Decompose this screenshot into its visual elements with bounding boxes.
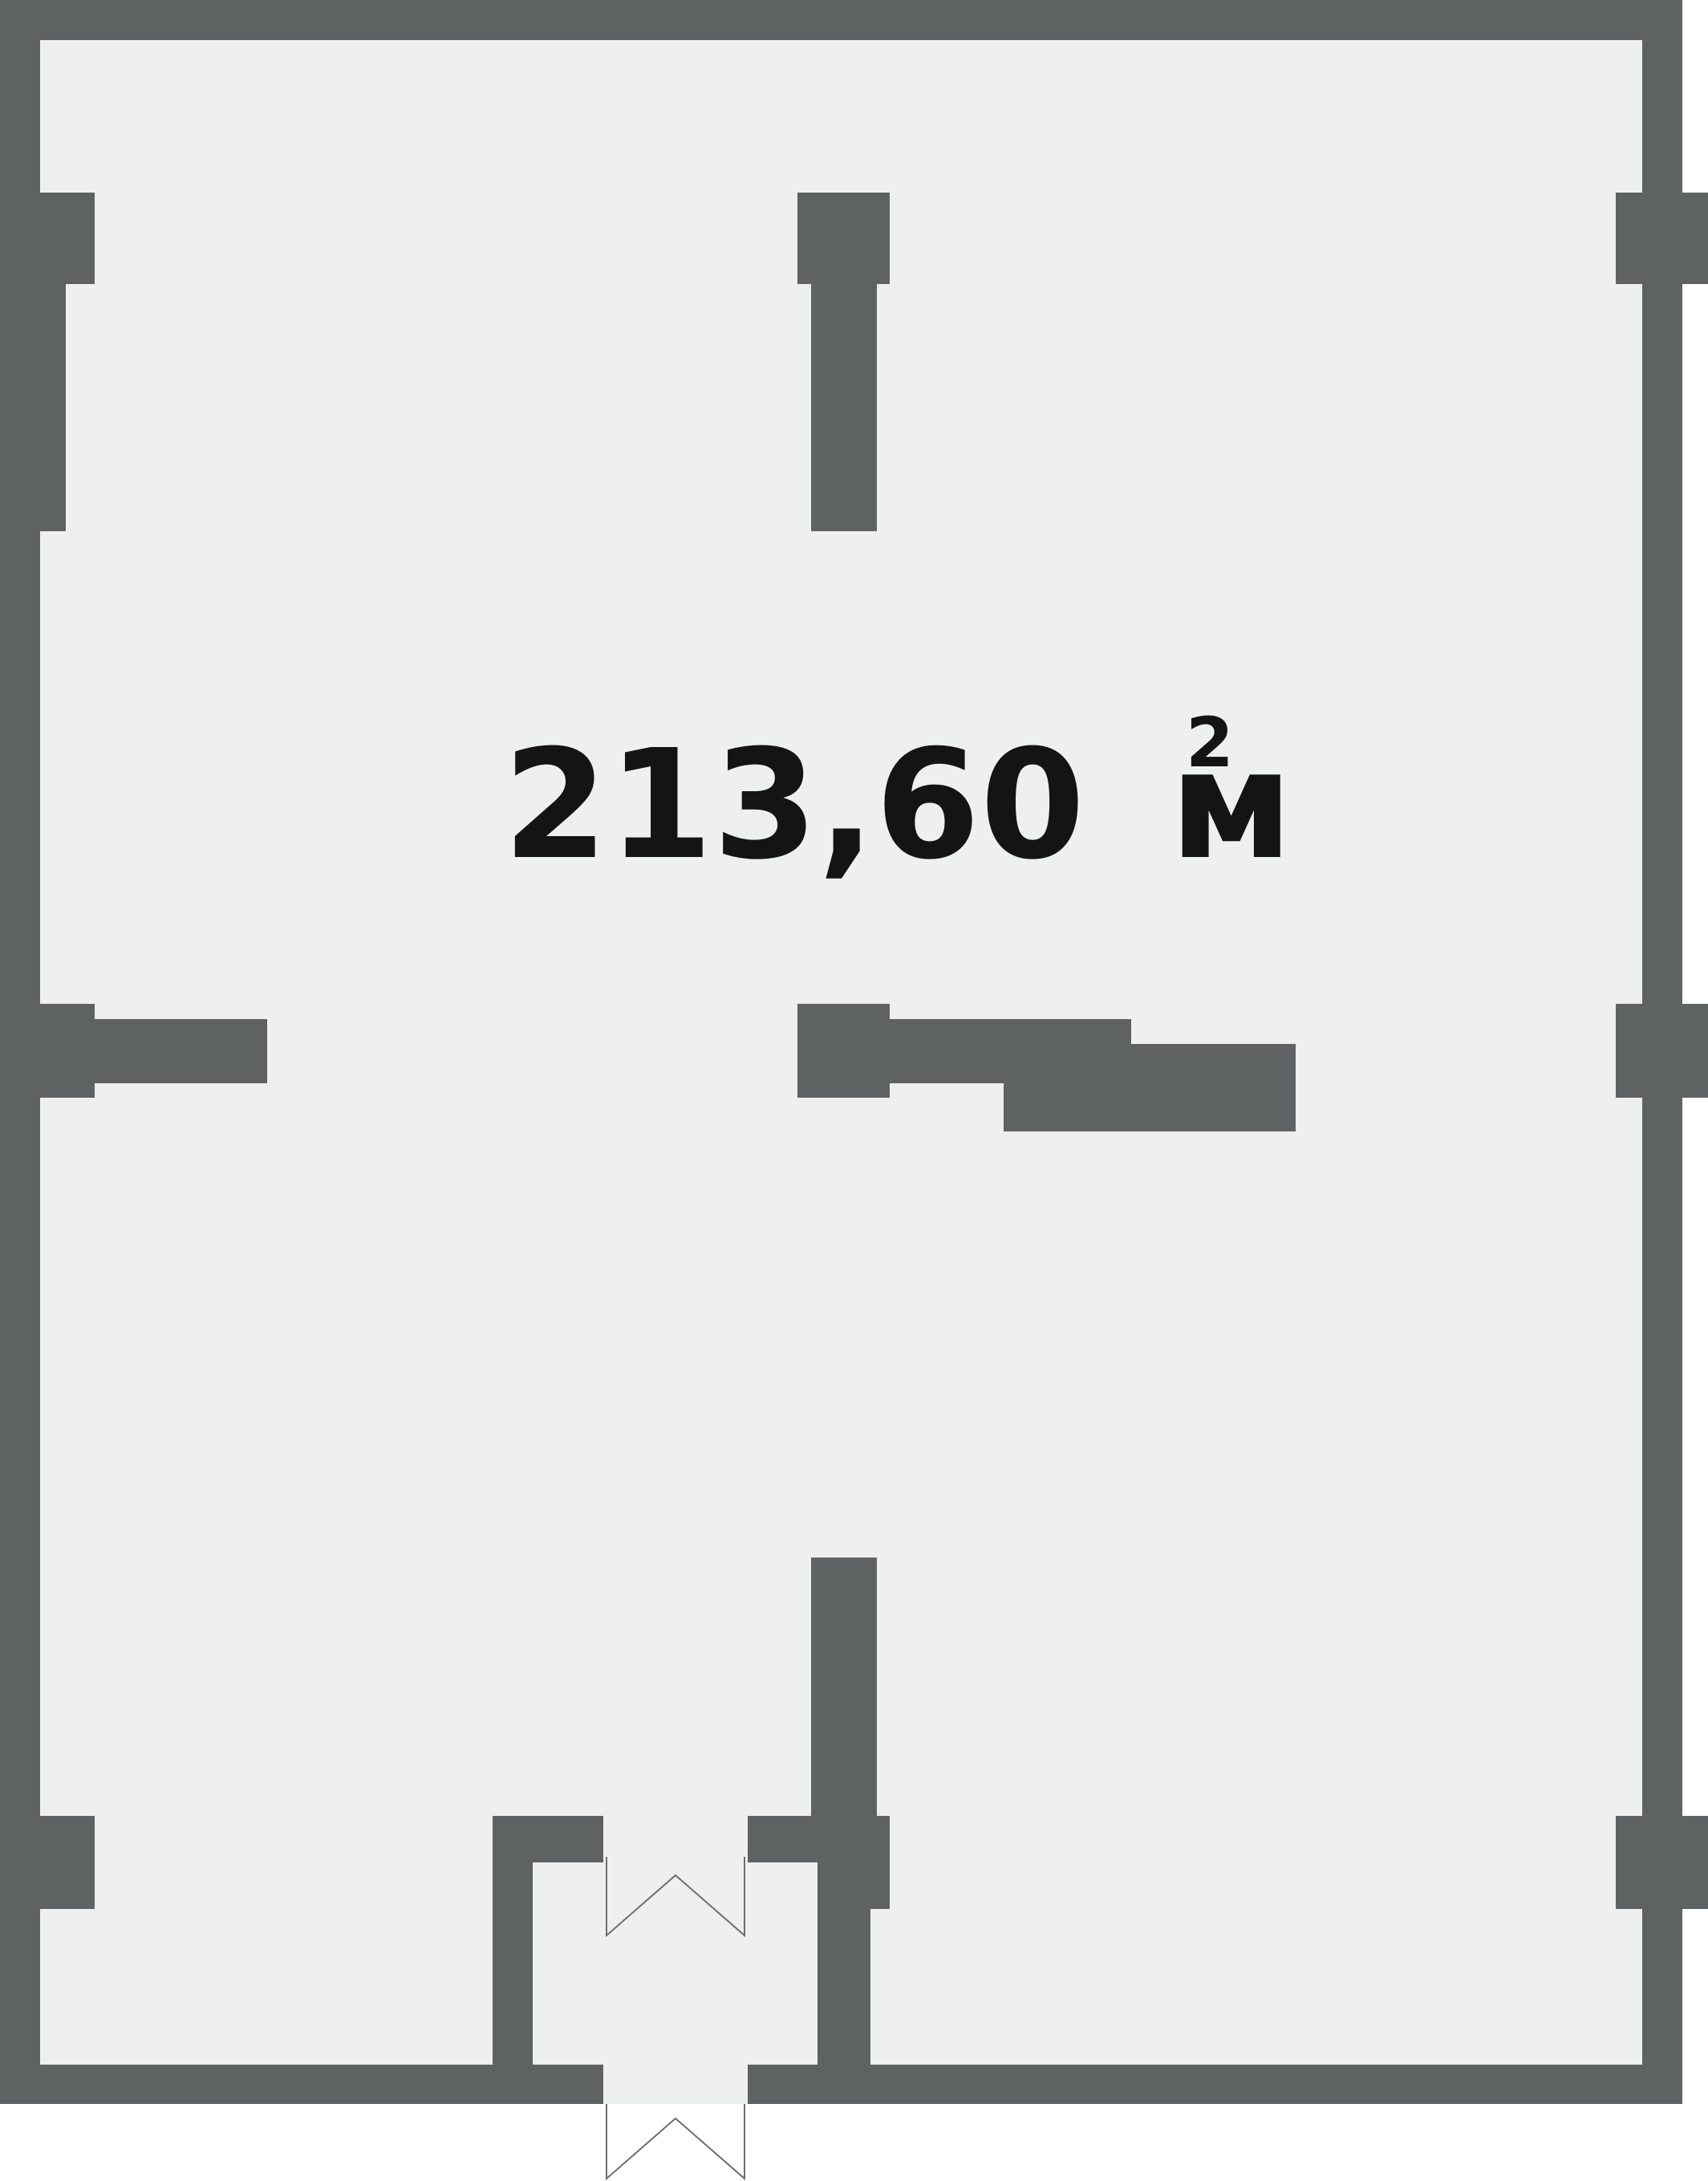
wall-bottom-right [748, 2065, 1682, 2104]
vestibule-wall-top-left [493, 1816, 603, 1862]
area-label: 213,60 м [503, 717, 1293, 893]
column-left-3 [0, 1816, 95, 1909]
wall-top [0, 0, 1682, 40]
area-value: 213,60 [503, 717, 1085, 893]
wall-center-bottom-lower [817, 1909, 870, 2077]
walls [0, 0, 1708, 2104]
wall-center-top [811, 193, 877, 531]
column-right-1 [1616, 193, 1708, 284]
partition-left [40, 1019, 267, 1083]
entrance-door-swing[interactable] [606, 2104, 745, 2181]
inner-door-swing[interactable] [606, 1857, 745, 1938]
entrance-opening [603, 2065, 748, 2104]
doors [606, 1857, 745, 2181]
area-unit: м [1170, 717, 1293, 893]
column-right-2 [1616, 1004, 1708, 1098]
partition-center-block [1004, 1044, 1296, 1131]
area-unit-power: 2 [1186, 703, 1234, 783]
wall-center-bottom [811, 1558, 877, 1830]
column-right-3 [1616, 1816, 1708, 1909]
vestibule-wall-top-right [748, 1816, 816, 1862]
column-left-1-stem [40, 193, 66, 531]
vestibule-floor [533, 1862, 817, 2065]
